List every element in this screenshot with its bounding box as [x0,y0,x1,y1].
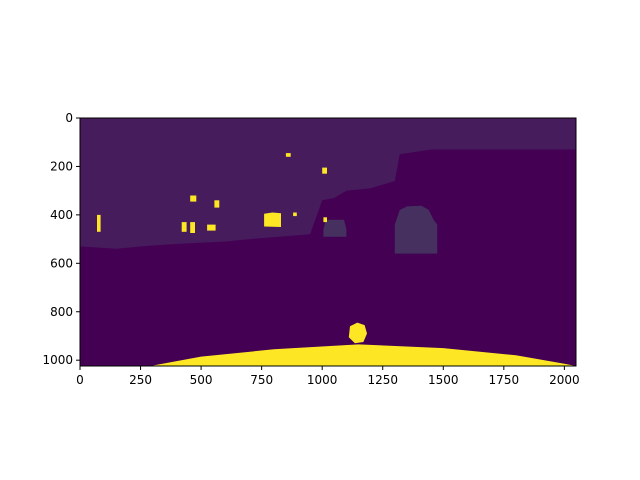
region-sign-5 [207,224,216,231]
region-left-facade [80,147,250,244]
axes-frame [79,117,577,367]
y-tick-label: 200 [50,159,73,173]
region-sign-9 [285,153,291,157]
region-sign-2 [348,322,367,344]
region-hood [150,344,576,366]
x-tick-label: 1750 [489,373,520,387]
x-tick-label: 250 [129,373,152,387]
x-tick-label: 750 [250,373,273,387]
y-tick-label: 400 [50,208,73,222]
x-tick-label: 1000 [307,373,338,387]
x-tick-label: 2000 [549,373,580,387]
region-sign-8 [97,214,101,232]
region-sign-6 [214,200,220,208]
y-tick-label: 800 [50,305,73,319]
x-tick-label: 0 [76,373,84,387]
region-sign-11 [323,217,327,223]
y-axis: 0 200 400 600 800 1000 [42,111,80,367]
y-tick-label: 600 [50,256,73,270]
x-tick-label: 500 [190,373,213,387]
heatmap-image [80,118,576,366]
x-tick-label: 1250 [367,373,398,387]
x-tick-label: 1500 [428,373,459,387]
x-axis: 0 250 500 750 1000 1250 1500 1750 2000 [76,366,580,387]
region-sign-3 [181,222,187,232]
region-sign-10 [322,167,327,174]
region-car [394,205,438,254]
region-sign-12 [293,212,297,217]
region-sign-7 [190,195,197,202]
y-tick-label: 1000 [42,353,73,367]
region-sign-4 [190,222,195,233]
region-sign-1 [264,212,281,227]
region-car-small [323,219,347,237]
y-tick-label: 0 [65,111,73,125]
